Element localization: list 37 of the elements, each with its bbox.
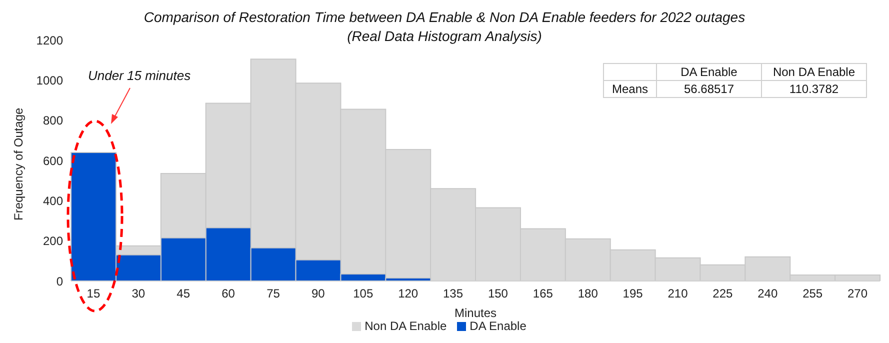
x-tick-label: 15 [86,286,100,301]
x-tick-label: 225 [712,286,734,301]
x-axis-title: Minutes [454,306,497,320]
annotation: Non DA Enable [762,64,866,80]
annotation: 56.68517 [656,80,762,98]
y-tick-label: 400 [42,194,64,208]
x-tick-label: 195 [622,286,644,301]
y-tick-label: 800 [42,114,64,128]
legend-label: Non DA Enable [364,319,447,333]
x-tick-label: 210 [668,286,688,301]
legend-label: DA Enable [470,319,526,333]
y-tick-label: 600 [42,154,64,168]
x-tick-label: 30 [132,286,146,301]
annotation: Means [604,80,656,98]
x-tick-label: 45 [176,286,190,301]
x-tick-label: 120 [398,286,418,301]
annotation: DA Enable [656,64,762,80]
annotation: Under 15 minutes [88,68,191,83]
x-tick-label: 150 [488,286,508,301]
y-tick-label: 0 [56,274,64,288]
x-tick-label: 90 [312,286,326,301]
annotation: 110.3782 [762,80,866,98]
x-tick-label: 255 [802,286,823,301]
chart-subtitle: (Real Data Histogram Analysis) [347,28,542,44]
y-tick-label: 200 [42,234,64,248]
chart-title: Comparison of Restoration Time between DA Enable & Non DA Enable feeders for 2022 outages [142,8,746,27]
y-tick-label: 1000 [36,73,64,88]
x-tick-label: 135 [443,286,464,301]
y-axis-title: Frequency of Outage [11,107,26,220]
x-tick-label: 240 [758,286,778,301]
x-tick-label: 270 [848,286,868,301]
y-tick-label: 1200 [36,33,64,48]
x-tick-label: 165 [532,286,554,301]
x-tick-label: 180 [578,286,598,301]
x-tick-label: 105 [353,286,374,301]
x-tick-label: 60 [222,286,236,301]
x-tick-label: 75 [266,286,280,301]
